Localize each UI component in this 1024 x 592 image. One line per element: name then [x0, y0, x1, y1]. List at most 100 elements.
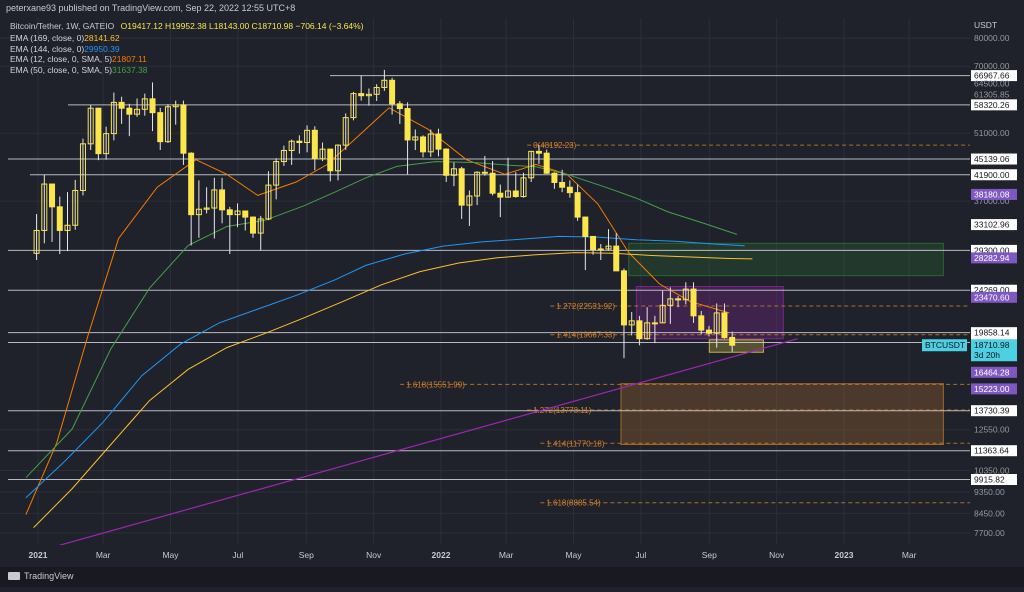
- orange-zone: [620, 383, 944, 446]
- fib-level-label: 1.414(11770.18): [546, 439, 604, 448]
- ema-line: [25, 235, 745, 499]
- candle-body: [311, 129, 318, 160]
- price-label-bg: [971, 70, 1017, 82]
- candle-body: [551, 172, 558, 183]
- x-tick-label: 2021: [29, 550, 48, 560]
- candle-body: [597, 248, 604, 251]
- candle-body: [64, 224, 71, 231]
- candle-body: [412, 136, 419, 141]
- x-tick-label: Jul: [232, 550, 243, 560]
- fib-level-label: 1.618(15551.99): [406, 380, 465, 389]
- symbol-legend: Bitcoin/Tether, 1W, GATEIO O19417.12 H19…: [10, 21, 364, 31]
- candle-body: [296, 140, 303, 144]
- candle-body: [590, 235, 597, 251]
- candle-body: [435, 133, 442, 150]
- indicator-row[interactable]: EMA (144, close, 0)29950.39: [10, 44, 148, 55]
- candle-body: [396, 103, 403, 110]
- price-label-bg: [971, 169, 1017, 181]
- candle-body: [335, 144, 342, 172]
- candle-body: [381, 79, 388, 89]
- candle-body: [234, 210, 241, 216]
- tradingview-logo-icon: [8, 572, 20, 580]
- last-price-bg: [971, 339, 1017, 362]
- candle-body: [257, 218, 264, 234]
- price-label-bg: [971, 252, 1017, 264]
- price-label: 13730.39: [974, 406, 1010, 416]
- ema-line: [33, 252, 753, 528]
- y-tick-label: 7700.00: [974, 528, 1005, 538]
- candle-body: [520, 177, 527, 198]
- candle-body: [157, 112, 164, 143]
- price-label: 9915.82: [974, 475, 1005, 485]
- x-tick-label: Nov: [366, 550, 382, 560]
- candle-body: [110, 101, 117, 135]
- candle-body: [342, 117, 349, 146]
- indicator-row[interactable]: EMA (50, close, 0, SMA, 5)31637.38: [10, 65, 148, 76]
- candle-body: [481, 171, 488, 174]
- candle-body: [195, 208, 202, 216]
- price-label-bg: [971, 327, 1017, 339]
- candle-body: [172, 104, 179, 108]
- candle-body: [620, 270, 627, 326]
- price-label-bg: [971, 244, 1017, 256]
- candle-body: [103, 133, 110, 155]
- x-tick-label: May: [565, 550, 582, 560]
- y-tick-label: 70000.00: [974, 61, 1010, 71]
- currency-label: USDT: [974, 20, 997, 30]
- price-label-bg: [971, 405, 1017, 417]
- candle-body: [644, 322, 651, 340]
- tradingview-brand[interactable]: TradingView: [8, 571, 74, 581]
- candle-body: [265, 184, 272, 220]
- candle-body: [535, 150, 542, 154]
- price-label: 11363.64: [974, 446, 1009, 456]
- candle-body: [203, 207, 210, 210]
- price-label: 38180.08: [974, 189, 1010, 199]
- candle-body: [327, 148, 334, 172]
- candle-body: [605, 245, 612, 250]
- candle-body: [188, 152, 195, 216]
- candle-body: [698, 315, 705, 331]
- candle-body: [582, 216, 589, 237]
- price-label-bg: [971, 383, 1017, 395]
- candle-body: [659, 304, 666, 324]
- price-label-bg: [971, 99, 1017, 111]
- symbol-tag: BTCUSDT: [925, 340, 965, 350]
- last-price-value: 18710.98: [974, 340, 1010, 350]
- candle-body: [49, 183, 56, 208]
- candle-body: [450, 168, 457, 176]
- candle-body: [273, 161, 280, 186]
- price-label: 61305.85: [974, 89, 1010, 99]
- candle-body: [566, 186, 573, 194]
- candle-body: [528, 150, 535, 179]
- candle-body: [56, 206, 63, 231]
- y-tick-label: 9350.00: [974, 487, 1005, 497]
- candle-body: [613, 245, 620, 272]
- price-label-bg: [971, 445, 1017, 457]
- candle-body: [721, 312, 728, 339]
- symbol-title: Bitcoin/Tether, 1W, GATEIO: [10, 21, 115, 31]
- x-tick-label: Jul: [635, 550, 646, 560]
- y-tick-label: 8450.00: [974, 508, 1005, 518]
- candle-body: [72, 189, 79, 226]
- brand-label: TradingView: [24, 571, 74, 581]
- price-label: 41900.00: [974, 170, 1010, 180]
- candle-body: [389, 79, 396, 105]
- indicator-row[interactable]: EMA (169, close, 0)28141.62: [10, 33, 148, 44]
- candle-body: [427, 133, 434, 153]
- indicator-row[interactable]: EMA (12, close, 0, SMA, 5)21807.11: [10, 54, 148, 65]
- last-price-countdown: 3d 20h: [974, 350, 1000, 360]
- price-label: 19858.14: [974, 328, 1010, 338]
- y-tick-label: 51000.00: [974, 128, 1010, 138]
- price-label: 28282.94: [974, 253, 1010, 263]
- candle-body: [358, 93, 365, 97]
- candle-body: [319, 148, 326, 160]
- indicator-value: 31637.38: [112, 64, 148, 75]
- candle-body: [95, 107, 102, 155]
- indicator-legend: EMA (169, close, 0)28141.62 EMA (144, cl…: [10, 33, 148, 75]
- fib-level-label: 1.272(13778.11): [533, 406, 591, 415]
- candle-body: [164, 106, 171, 143]
- candle-body: [489, 172, 496, 194]
- x-tick-label: 2023: [835, 550, 854, 560]
